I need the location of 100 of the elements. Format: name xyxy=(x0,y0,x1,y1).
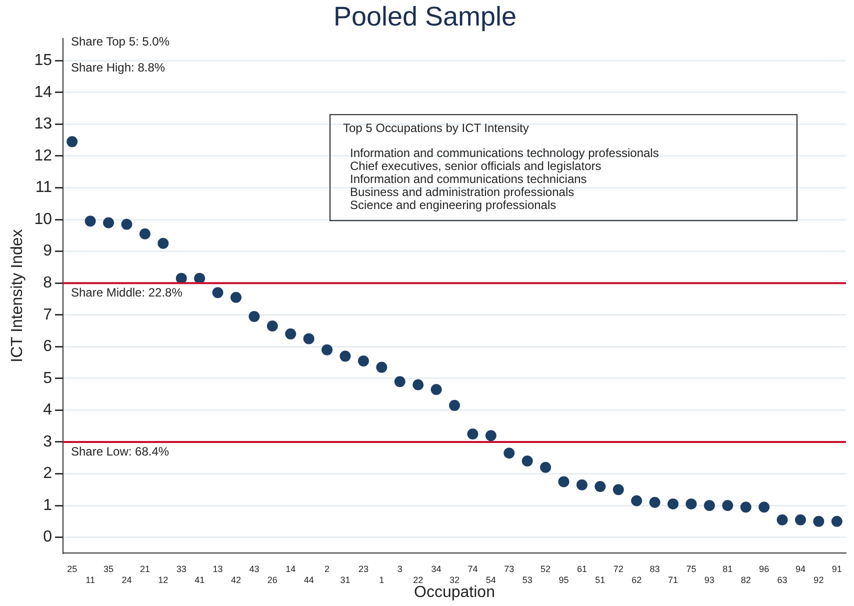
annotation: Share Low: 68.4% xyxy=(70,444,170,458)
y-tick-label: 7 xyxy=(43,306,52,324)
x-tick-label: 12 xyxy=(158,574,168,585)
point xyxy=(158,238,169,249)
x-axis-title: Occupation xyxy=(414,584,495,601)
x-tick-label: 91 xyxy=(832,564,842,574)
x-tick-label: 32 xyxy=(449,574,460,585)
x-tick-label: 95 xyxy=(558,574,569,585)
x-tick-label: 2 xyxy=(324,564,330,574)
y-tick-label: 0 xyxy=(43,528,52,546)
point xyxy=(576,479,588,490)
point xyxy=(794,514,806,526)
annotation: Share Top 5: 5.0% xyxy=(70,34,170,49)
point xyxy=(704,500,715,512)
point xyxy=(176,272,187,284)
annotation: Information and communications technology professionals xyxy=(350,146,659,160)
point xyxy=(776,514,788,526)
y-tick-label: 6 xyxy=(43,338,52,356)
point xyxy=(504,448,515,459)
x-tick-label: 61 xyxy=(576,564,587,574)
point xyxy=(467,428,478,440)
point xyxy=(322,344,333,356)
point xyxy=(66,136,78,148)
x-tick-label: 63 xyxy=(777,574,788,585)
annotation: Business and administration professionals xyxy=(350,184,574,199)
x-tick-label: 41 xyxy=(194,574,205,585)
x-tick-label: 52 xyxy=(540,564,551,574)
y-tick-label: 4 xyxy=(43,402,52,419)
point xyxy=(722,500,734,512)
point xyxy=(558,476,570,488)
y-axis-title: ICT Intensity Index xyxy=(9,229,26,362)
x-tick-label: 75 xyxy=(686,564,696,574)
annotation: Share Middle: 22.8% xyxy=(70,285,183,300)
point xyxy=(230,292,242,303)
point xyxy=(121,218,132,230)
point xyxy=(84,216,96,227)
x-tick-label: 31 xyxy=(340,574,350,585)
point xyxy=(139,228,150,240)
x-tick-label: 71 xyxy=(668,574,678,585)
point xyxy=(612,484,624,496)
x-tick-label: 11 xyxy=(86,574,95,585)
x-tick-label: 1 xyxy=(379,574,384,585)
x-tick-label: 44 xyxy=(304,574,314,585)
point xyxy=(540,462,552,473)
y-tick-label: 13 xyxy=(34,116,52,133)
point xyxy=(813,516,824,527)
x-tick-label: 14 xyxy=(286,564,296,574)
x-tick-label: 62 xyxy=(632,574,642,585)
y-tick-label: 11 xyxy=(35,179,52,196)
x-tick-label: 54 xyxy=(486,574,496,585)
y-tick-label: 10 xyxy=(34,210,52,228)
x-tick-label: 35 xyxy=(104,564,114,574)
x-tick-label: 73 xyxy=(504,564,514,574)
point xyxy=(649,496,660,508)
y-tick-label: 9 xyxy=(43,242,52,260)
x-tick-label: 82 xyxy=(740,574,751,585)
x-tick-label: 24 xyxy=(122,574,132,585)
y-tick-label: 8 xyxy=(43,274,52,292)
y-tick-label: 12 xyxy=(34,147,52,164)
point xyxy=(485,430,496,442)
point xyxy=(376,362,388,373)
point xyxy=(303,333,314,344)
y-tick-label: 5 xyxy=(43,370,52,387)
point xyxy=(449,400,460,411)
x-tick-label: 94 xyxy=(795,564,806,574)
x-tick-label: 26 xyxy=(267,574,278,585)
x-tick-label: 42 xyxy=(230,574,241,585)
point xyxy=(668,498,679,510)
point xyxy=(285,328,296,340)
point xyxy=(412,379,424,390)
y-tick-label: 1 xyxy=(43,496,52,514)
x-tick-label: 33 xyxy=(176,564,186,574)
annotation: Information and communications technicians xyxy=(350,172,587,186)
x-tick-label: 13 xyxy=(212,564,223,574)
x-tick-label: 3 xyxy=(397,564,402,574)
point xyxy=(631,495,642,506)
x-tick-label: 43 xyxy=(249,564,260,574)
x-tick-label: 34 xyxy=(431,564,442,574)
y-tick-label: 3 xyxy=(43,433,52,450)
annotation: Chief executives, senior officials and legislators xyxy=(350,158,602,173)
x-tick-label: 74 xyxy=(468,564,478,574)
y-tick-label: 2 xyxy=(43,465,52,482)
annotation: Science and engineering professionals xyxy=(350,198,556,212)
x-tick-label: 83 xyxy=(650,564,660,574)
x-tick-label: 81 xyxy=(722,564,733,574)
x-tick-label: 22 xyxy=(413,574,424,585)
point xyxy=(522,456,533,467)
point xyxy=(594,480,606,492)
point xyxy=(340,350,351,362)
annotation: Top 5 Occupations by ICT Intensity xyxy=(342,120,529,135)
point xyxy=(266,320,278,332)
point xyxy=(212,287,224,298)
point xyxy=(686,498,697,510)
point xyxy=(740,502,752,513)
x-tick-label: 93 xyxy=(704,574,714,585)
x-tick-label: 23 xyxy=(358,564,368,574)
x-tick-label: 92 xyxy=(814,574,824,585)
point xyxy=(758,502,770,513)
annotation: Share High: 8.8% xyxy=(70,60,166,75)
x-tick-label: 51 xyxy=(595,574,606,585)
